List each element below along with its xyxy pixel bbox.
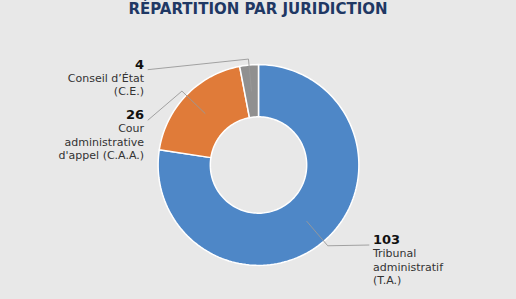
svg-text:26: 26: [126, 107, 144, 122]
svg-text:103: 103: [373, 232, 400, 247]
svg-text:Tribunaladministratif(T.A.): Tribunaladministratif(T.A.): [372, 247, 444, 286]
svg-text:4: 4: [135, 57, 144, 72]
html-text:RÉPARTITION PAR JURIDICTION: RÉPARTITION PAR JURIDICTION: [128, 0, 388, 18]
svg-text:Conseil d’État(C.E.): Conseil d’État(C.E.): [68, 72, 145, 98]
svg-text:Couradministratived'appel (C.A: Couradministratived'appel (C.A.A.): [59, 122, 145, 161]
